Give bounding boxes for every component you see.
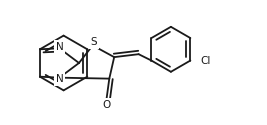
Text: Cl: Cl (200, 56, 211, 66)
Text: N: N (56, 42, 63, 52)
Text: S: S (90, 38, 97, 48)
Text: O: O (102, 100, 111, 110)
Text: N: N (56, 74, 63, 84)
